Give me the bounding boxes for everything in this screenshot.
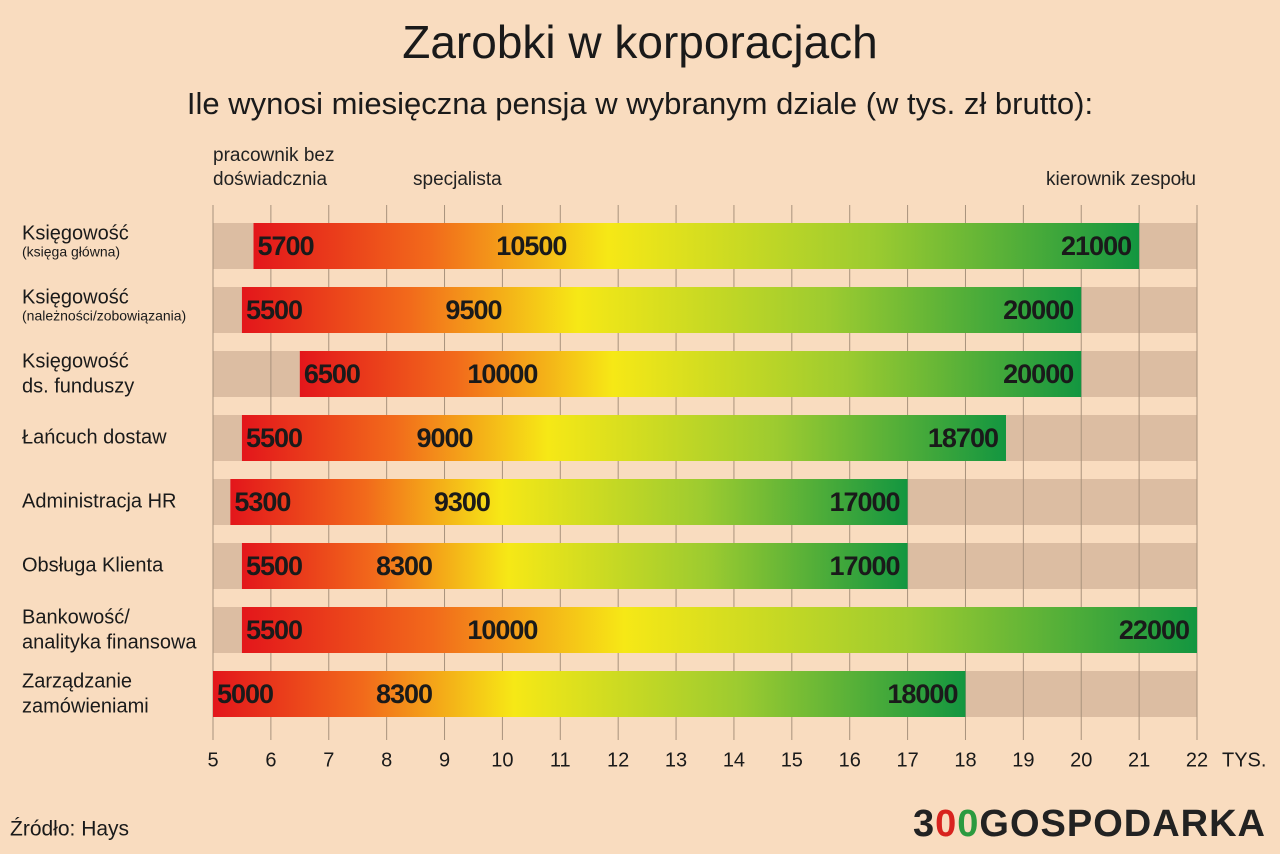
value-label: 5500 (246, 615, 302, 645)
range-bar (299, 351, 1082, 397)
value-label: 8300 (376, 679, 432, 709)
category-label: analityka finansowa (22, 631, 197, 653)
value-label: 10000 (467, 615, 537, 645)
logo-part: 3 (913, 803, 935, 845)
column-header: kierownik zespołu (1046, 169, 1196, 190)
category-label: Bankowość/ (22, 606, 130, 628)
category-label: Obsługa Klienta (22, 554, 164, 576)
range-bar (213, 671, 966, 717)
column-header: pracownik bez doświadcznia (213, 145, 335, 190)
category-label: ds. funduszy (22, 375, 134, 397)
x-unit: TYS. (1222, 749, 1266, 771)
value-label: 22000 (1119, 615, 1189, 645)
column-header: specjalista (413, 169, 502, 190)
x-tick-label: 21 (1128, 749, 1150, 771)
value-label: 20000 (1003, 359, 1073, 389)
x-tick-label: 15 (781, 749, 803, 771)
value-label: 10000 (467, 359, 537, 389)
x-tick-label: 7 (323, 749, 334, 771)
x-tick-label: 10 (491, 749, 513, 771)
x-tick-label: 5 (207, 749, 218, 771)
value-label: 5300 (234, 487, 290, 517)
category-label: Zarządzanie (22, 670, 132, 692)
value-label: 5500 (246, 295, 302, 325)
x-tick-label: 16 (839, 749, 861, 771)
category-label: Łańcuch dostaw (22, 426, 167, 448)
logo-part: 0 (935, 803, 957, 845)
x-tick-label: 9 (439, 749, 450, 771)
value-label: 6500 (304, 359, 360, 389)
category-label: Księgowość (22, 222, 129, 244)
category-label: Księgowość (22, 350, 129, 372)
logo-part: GOSPODARKA (979, 803, 1266, 845)
chart-subtitle: Ile wynosi miesięczna pensja w wybranym … (187, 86, 1093, 121)
range-bar (241, 607, 1198, 653)
x-tick-label: 13 (665, 749, 687, 771)
value-label: 5000 (217, 679, 273, 709)
value-label: 17000 (829, 551, 899, 581)
category-label: zamówieniami (22, 695, 149, 717)
value-label: 21000 (1061, 231, 1131, 261)
category-note: (księga główna) (22, 244, 120, 260)
value-label: 10500 (496, 231, 566, 261)
value-label: 18700 (928, 423, 998, 453)
value-label: 5500 (246, 551, 302, 581)
category-note: (należności/zobowiązania) (22, 308, 186, 324)
source: Źródło: Hays (10, 818, 129, 841)
value-label: 8300 (376, 551, 432, 581)
x-tick-label: 6 (265, 749, 276, 771)
x-tick-label: 20 (1070, 749, 1092, 771)
x-tick-label: 11 (550, 749, 571, 771)
value-label: 20000 (1003, 295, 1073, 325)
x-tick-label: 19 (1012, 749, 1034, 771)
range-bar (230, 479, 908, 525)
x-tick-label: 12 (607, 749, 629, 771)
value-label: 9000 (416, 423, 472, 453)
value-label: 5500 (246, 423, 302, 453)
value-label: 17000 (829, 487, 899, 517)
logo-part: 0 (957, 803, 979, 845)
value-label: 9500 (445, 295, 501, 325)
range-bar (253, 223, 1140, 269)
chart-title: Zarobki w korporacjach (402, 16, 878, 68)
range-bar (241, 415, 1006, 461)
range-bar (241, 287, 1082, 333)
category-label: Administracja HR (22, 490, 176, 512)
value-label: 18000 (887, 679, 957, 709)
x-tick-label: 17 (896, 749, 918, 771)
x-tick-label: 22 (1186, 749, 1208, 771)
category-label: Księgowość (22, 286, 129, 308)
value-label: 9300 (434, 487, 490, 517)
range-bar (241, 543, 908, 589)
x-tick-label: 18 (954, 749, 976, 771)
x-tick-label: 8 (381, 749, 392, 771)
logo: 300GOSPODARKA (913, 803, 1266, 845)
x-tick-label: 14 (723, 749, 745, 771)
value-label: 5700 (258, 231, 314, 261)
